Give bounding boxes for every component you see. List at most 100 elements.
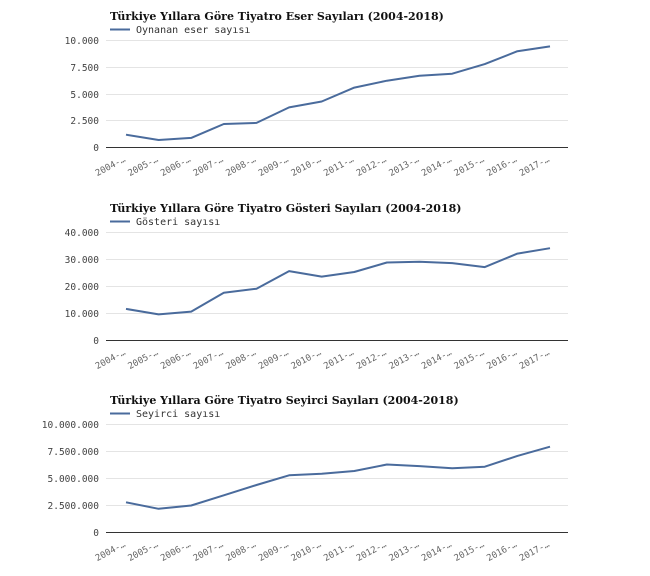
data-point <box>548 246 553 251</box>
x-tick-label: 2014-… <box>420 540 454 564</box>
data-point <box>124 132 129 137</box>
x-tick-label: 2008-… <box>224 155 258 179</box>
series-line <box>125 445 551 510</box>
y-tick-label: 0 <box>93 143 99 154</box>
legend-label: Seyirci sayısı <box>136 409 220 420</box>
x-tick-label: 2016-… <box>485 155 519 179</box>
y-tick-label: 10.000 <box>65 309 100 320</box>
data-point <box>156 138 161 143</box>
x-tick-label: 2004-… <box>94 348 128 372</box>
x-tick-label: 2009-… <box>257 348 291 372</box>
data-point <box>417 464 422 469</box>
data-point <box>287 473 292 478</box>
x-tick-label: 2006-… <box>159 540 193 564</box>
x-tick-label: 2008-… <box>224 540 258 564</box>
series-line <box>125 45 551 141</box>
chart-panel-3: Türkiye Yıllara Göre Tiyatro Seyirci Say… <box>42 394 568 564</box>
x-tick-label: 2007-… <box>192 348 226 372</box>
y-tick-label: 40.000 <box>65 228 100 239</box>
x-tick-label: 2012-… <box>355 540 389 564</box>
data-point <box>482 265 487 270</box>
data-point <box>156 312 161 317</box>
legend-label: Oynanan eser sayısı <box>136 25 250 36</box>
data-point <box>319 274 324 279</box>
data-point <box>221 493 226 498</box>
data-point <box>189 503 194 508</box>
data-point <box>221 290 226 295</box>
data-point <box>287 105 292 110</box>
data-point <box>450 261 455 266</box>
chart-title: Türkiye Yıllara Göre Tiyatro Seyirci Say… <box>110 394 459 407</box>
x-tick-label: 2007-… <box>192 155 226 179</box>
legend: Seyirci sayısı <box>110 409 220 420</box>
data-point <box>189 309 194 314</box>
y-tick-label: 2.500.000 <box>48 501 100 512</box>
x-tick-label: 2011-… <box>322 540 356 564</box>
y-tick-label: 0 <box>93 336 99 347</box>
y-tick-label: 10.000 <box>65 36 100 47</box>
data-point <box>254 483 259 488</box>
data-point <box>515 453 520 458</box>
data-point <box>124 500 129 505</box>
data-point <box>352 85 357 90</box>
x-tick-label: 2004-… <box>94 540 128 564</box>
x-tick-label: 2009-… <box>257 540 291 564</box>
x-tick-label: 2009-… <box>257 155 291 179</box>
data-point <box>515 251 520 256</box>
data-point <box>124 306 129 311</box>
x-tick-label: 2005-… <box>127 540 161 564</box>
data-point <box>450 71 455 76</box>
data-point <box>384 78 389 83</box>
x-tick-label: 2013-… <box>388 348 422 372</box>
legend-label: Gösteri sayısı <box>136 217 220 228</box>
x-tick-label: 2015-… <box>453 155 487 179</box>
x-tick-label: 2010-… <box>290 348 324 372</box>
y-tick-label: 20.000 <box>65 282 100 293</box>
x-tick-label: 2016-… <box>485 348 519 372</box>
chart-panel-1: Türkiye Yıllara Göre Tiyatro Eser Sayıla… <box>65 10 568 179</box>
legend: Gösteri sayısı <box>110 217 220 228</box>
x-tick-label: 2011-… <box>322 348 356 372</box>
data-point <box>319 99 324 104</box>
data-point <box>482 62 487 67</box>
data-point <box>515 49 520 54</box>
x-tick-label: 2005-… <box>127 348 161 372</box>
x-tick-label: 2006-… <box>159 155 193 179</box>
x-tick-label: 2004-… <box>94 155 128 179</box>
chart-title: Türkiye Yıllara Göre Tiyatro Eser Sayıla… <box>110 10 444 23</box>
data-point <box>384 260 389 265</box>
x-tick-label: 2012-… <box>355 348 389 372</box>
x-tick-label: 2017-… <box>518 348 552 372</box>
x-tick-label: 2015-… <box>453 540 487 564</box>
x-tick-label: 2017-… <box>518 540 552 564</box>
data-point <box>156 506 161 511</box>
x-tick-label: 2017-… <box>518 155 552 179</box>
x-tick-label: 2011-… <box>322 155 356 179</box>
data-point <box>548 44 553 49</box>
y-tick-label: 30.000 <box>65 255 100 266</box>
x-tick-label: 2010-… <box>290 155 324 179</box>
data-point <box>450 466 455 471</box>
x-tick-label: 2013-… <box>388 540 422 564</box>
x-tick-label: 2014-… <box>420 155 454 179</box>
chart-title: Türkiye Yıllara Göre Tiyatro Gösteri Say… <box>110 202 461 215</box>
data-point <box>417 73 422 78</box>
x-tick-label: 2012-… <box>355 155 389 179</box>
data-point <box>482 464 487 469</box>
x-tick-label: 2016-… <box>485 540 519 564</box>
data-point <box>384 462 389 467</box>
x-tick-label: 2013-… <box>388 155 422 179</box>
y-tick-label: 2.500 <box>70 116 99 127</box>
y-tick-label: 7.500.000 <box>48 447 100 458</box>
x-tick-label: 2015-… <box>453 348 487 372</box>
y-tick-label: 0 <box>93 528 99 539</box>
chart-panel-2: Türkiye Yıllara Göre Tiyatro Gösteri Say… <box>65 202 568 372</box>
x-tick-label: 2007-… <box>192 540 226 564</box>
x-tick-label: 2005-… <box>127 155 161 179</box>
data-point <box>417 259 422 264</box>
x-tick-label: 2014-… <box>420 348 454 372</box>
legend: Oynanan eser sayısı <box>110 25 250 36</box>
data-point <box>548 444 553 449</box>
data-point <box>221 122 226 127</box>
